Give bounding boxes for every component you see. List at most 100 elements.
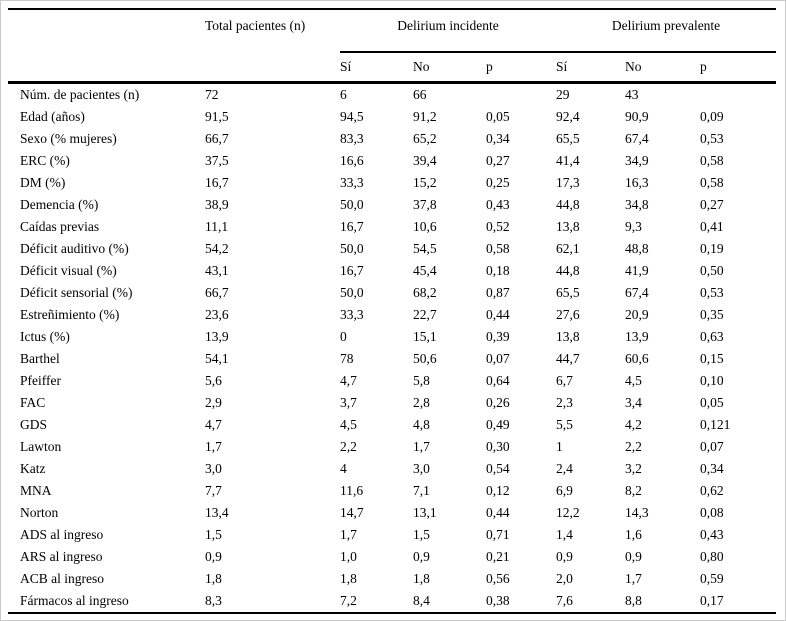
table-cell: 3,0 xyxy=(205,461,222,476)
table-row: Sexo (% mujeres) 66,7 83,3 65,2 0,34 65,5 67,4… xyxy=(8,128,776,150)
row-label: ARS al ingreso xyxy=(20,549,103,564)
table-cell: 0,9 xyxy=(625,549,642,564)
table-cell: 0,50 xyxy=(700,263,724,278)
table-cell: 94,5 xyxy=(340,109,364,124)
table-row: Katz 3,0 4 3,0 0,54 2,4 3,2 0,34 xyxy=(8,458,776,480)
table-cell: 7,1 xyxy=(413,483,430,498)
table-cell: 1,7 xyxy=(413,439,430,454)
row-label: Déficit auditivo (%) xyxy=(20,241,129,256)
table-cell: 2,2 xyxy=(340,439,357,454)
table-cell xyxy=(486,83,556,107)
table-row: GDS 4,7 4,5 4,8 0,49 5,5 4,2 0,121 xyxy=(8,414,776,436)
table-cell: 6 xyxy=(340,87,347,102)
table-row: Déficit auditivo (%) 54,2 50,0 54,5 0,58 62,1… xyxy=(8,238,776,260)
subheader-p-prevalente: p xyxy=(700,52,777,84)
table-cell: 0,44 xyxy=(486,307,510,322)
table-cell: 67,4 xyxy=(625,285,649,300)
table-cell: 3,2 xyxy=(625,461,642,476)
table-row: ERC (%) 37,5 16,6 39,4 0,27 41,4 34,9 0,58 xyxy=(8,150,776,172)
table-cell: 0,38 xyxy=(486,593,510,608)
table-cell: 1,0 xyxy=(340,549,357,564)
table-row: Demencia (%) 38,9 50,0 37,8 0,43 44,8 34,8 0,27 xyxy=(8,194,776,216)
row-label: MNA xyxy=(20,483,52,498)
table-cell: 1 xyxy=(556,439,563,454)
table-row: MNA 7,7 11,6 7,1 0,12 6,9 8,2 0,62 xyxy=(8,480,776,502)
table-cell: 65,2 xyxy=(413,131,437,146)
table-cell: 7,6 xyxy=(556,593,573,608)
table-row: Barthel 54,1 78 50,6 0,07 44,7 60,6 0,15 xyxy=(8,348,776,370)
table-cell: 13,1 xyxy=(413,505,437,520)
table-cell: 44,8 xyxy=(556,263,580,278)
table-cell: 41,9 xyxy=(625,263,649,278)
table-cell: 16,7 xyxy=(205,175,229,190)
table-cell: 0,44 xyxy=(486,505,510,520)
table-cell: 67,4 xyxy=(625,131,649,146)
table-cell: 91,5 xyxy=(205,109,229,124)
row-label: ACB al ingreso xyxy=(20,571,104,586)
table-cell: 0,05 xyxy=(486,109,510,124)
table-cell: 23,6 xyxy=(205,307,229,322)
table-cell: 16,3 xyxy=(625,175,649,190)
table-cell: 8,3 xyxy=(205,593,222,608)
table-cell: 16,7 xyxy=(340,263,364,278)
row-label: Estreñimiento (%) xyxy=(20,307,120,322)
table-cell: 0,35 xyxy=(700,307,724,322)
table-cell: 5,5 xyxy=(556,417,573,432)
table-cell: 4,5 xyxy=(625,373,642,388)
table-row: Lawton 1,7 2,2 1,7 0,30 1 2,2 0,07 xyxy=(8,436,776,458)
table-cell: 65,5 xyxy=(556,285,580,300)
row-label: Edad (años) xyxy=(20,109,85,124)
table-cell: 65,5 xyxy=(556,131,580,146)
table-cell: 38,9 xyxy=(205,197,229,212)
table-cell: 1,8 xyxy=(205,571,222,586)
row-label: Sexo (% mujeres) xyxy=(20,131,117,146)
table-cell: 1,5 xyxy=(205,527,222,542)
table-cell: 0,9 xyxy=(413,549,430,564)
table-cell: 50,6 xyxy=(413,351,437,366)
table-cell: 34,9 xyxy=(625,153,649,168)
table-cell: 0,54 xyxy=(486,461,510,476)
table-cell: 48,8 xyxy=(625,241,649,256)
table-cell: 0,58 xyxy=(486,241,510,256)
row-label: Ictus (%) xyxy=(20,329,70,344)
table-cell: 0,27 xyxy=(700,197,724,212)
table-cell: 0,9 xyxy=(205,549,222,564)
table-cell: 2,2 xyxy=(625,439,642,454)
table-row: ACB al ingreso 1,8 1,8 1,8 0,56 2,0 1,7 0,59 xyxy=(8,568,776,590)
row-label: ADS al ingreso xyxy=(20,527,104,542)
table-cell: 1,7 xyxy=(625,571,642,586)
header-row-groups: Total pacientes (n) Delirium incidente D… xyxy=(8,9,777,84)
table-cell: 13,9 xyxy=(625,329,649,344)
table-row: ARS al ingreso 0,9 1,0 0,9 0,21 0,9 0,9 0,80 xyxy=(8,546,776,568)
table-cell: 72 xyxy=(205,87,219,102)
table-row: Núm. de pacientes (n) 72 6 66 29 43 xyxy=(8,83,776,107)
table-cell: 0,10 xyxy=(700,373,724,388)
table-cell: 0,62 xyxy=(700,483,724,498)
table-cell: 1,7 xyxy=(340,527,357,542)
table-cell: 27,6 xyxy=(556,307,580,322)
table-row: Estreñimiento (%) 23,6 33,3 22,7 0,44 27,6 20,… xyxy=(8,304,776,326)
table-cell: 43,1 xyxy=(205,263,229,278)
table-row: Déficit visual (%) 43,1 16,7 45,4 0,18 44,8 41… xyxy=(8,260,776,282)
table-cell: 1,5 xyxy=(413,527,430,542)
table-cell: 50,0 xyxy=(340,197,364,212)
table-cell: 2,4 xyxy=(556,461,573,476)
table-cell: 39,4 xyxy=(413,153,437,168)
table-cell: 14,3 xyxy=(625,505,649,520)
table-header: Total pacientes (n) Delirium incidente D… xyxy=(8,9,777,84)
table-cell: 66,7 xyxy=(205,285,229,300)
table-cell: 13,9 xyxy=(205,329,229,344)
table-cell: 45,4 xyxy=(413,263,437,278)
table-cell: 7,2 xyxy=(340,593,357,608)
table-cell: 33,3 xyxy=(340,175,364,190)
table-cell: 0 xyxy=(340,329,347,344)
table-cell: 15,2 xyxy=(413,175,437,190)
subheader-si-incidente: Sí xyxy=(340,52,413,84)
table-cell: 50,0 xyxy=(340,285,364,300)
table-cell: 0,30 xyxy=(486,439,510,454)
table-cell: 0,87 xyxy=(486,285,510,300)
table-cell: 4 xyxy=(340,461,347,476)
table-cell: 0,56 xyxy=(486,571,510,586)
table-cell: 0,71 xyxy=(486,527,510,542)
